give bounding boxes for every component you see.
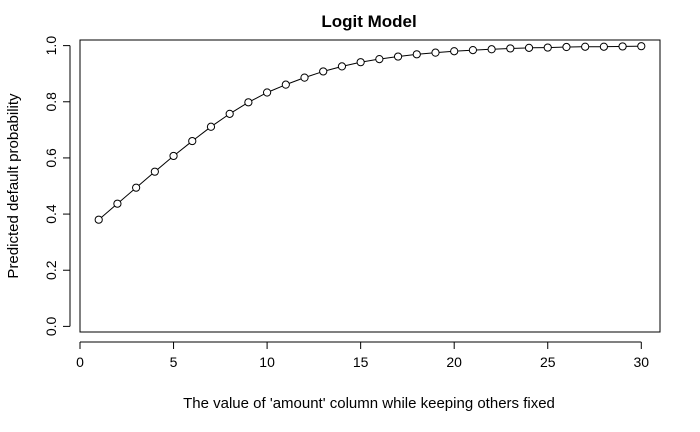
- x-tick-label: 10: [259, 354, 275, 370]
- data-point: [450, 47, 459, 56]
- x-tick-label: 25: [540, 354, 556, 370]
- series-segment: [345, 62, 358, 67]
- series-segment: [401, 54, 414, 57]
- y-tick-label: 0.0: [43, 316, 59, 336]
- data-point: [244, 98, 253, 107]
- data-point: [150, 167, 159, 176]
- data-point: [337, 62, 347, 71]
- series-segment: [138, 173, 153, 186]
- data-point: [225, 109, 234, 118]
- data-point: [431, 48, 440, 57]
- series-segment: [420, 52, 432, 55]
- x-axis: 0 5 10 15 20 25 30: [76, 341, 650, 370]
- data-point: [412, 50, 421, 59]
- series-segment: [476, 48, 489, 51]
- x-tick-label: 0: [76, 354, 84, 370]
- y-tick-label: 1.0: [43, 36, 59, 56]
- y-axis-label: Predicted default probability: [5, 93, 22, 279]
- series-segment: [307, 72, 320, 77]
- data-point: [393, 52, 403, 61]
- series-segment: [289, 78, 302, 84]
- series-segment: [251, 93, 265, 102]
- data-point: [94, 215, 103, 224]
- plot-frame: [79, 39, 661, 333]
- series-segment: [457, 49, 470, 52]
- data-point: [188, 136, 197, 146]
- data-point: [375, 54, 384, 64]
- data-point: [506, 44, 515, 53]
- data-point: [132, 183, 141, 192]
- series-segment: [232, 103, 246, 113]
- data-point: [262, 88, 272, 97]
- series-segment: [364, 59, 376, 63]
- x-tick-label: 5: [170, 354, 178, 370]
- series-segment: [119, 189, 134, 202]
- series-segment: [157, 157, 172, 170]
- series-segment: [176, 142, 190, 155]
- y-axis: 0.0 0.2 0.4 0.6 0.8 1.0: [43, 36, 71, 336]
- series: [94, 42, 646, 224]
- chart-title: Logit Model: [321, 12, 416, 31]
- series-segment: [495, 48, 507, 50]
- data-point: [543, 43, 552, 52]
- data-point: [524, 43, 534, 52]
- series-segment: [382, 56, 395, 60]
- data-point: [637, 42, 646, 51]
- series-segment: [194, 128, 209, 140]
- data-point: [206, 122, 216, 131]
- data-point: [356, 58, 365, 67]
- y-tick-label: 0.2: [43, 260, 59, 280]
- series-segment: [270, 85, 283, 92]
- data-point: [468, 46, 478, 55]
- data-point: [300, 73, 309, 82]
- series-segment: [439, 51, 451, 53]
- x-tick-label: 20: [446, 354, 462, 370]
- series-segment: [101, 205, 116, 218]
- x-tick-label: 15: [353, 354, 369, 370]
- series-segment: [326, 66, 339, 71]
- data-point: [599, 42, 608, 51]
- y-tick-label: 0.4: [43, 204, 59, 224]
- data-point: [281, 80, 290, 89]
- data-point: [581, 42, 590, 51]
- data-point: [618, 42, 627, 51]
- series-segment: [213, 115, 227, 126]
- y-tick-label: 0.8: [43, 92, 59, 112]
- data-point: [487, 45, 496, 54]
- x-axis-label: The value of 'amount' column while keepi…: [183, 395, 555, 412]
- data-point: [319, 67, 328, 76]
- y-tick-label: 0.6: [43, 148, 59, 168]
- data-point: [562, 42, 571, 52]
- data-point: [169, 151, 178, 161]
- data-point: [113, 199, 122, 208]
- x-tick-label: 30: [634, 354, 650, 370]
